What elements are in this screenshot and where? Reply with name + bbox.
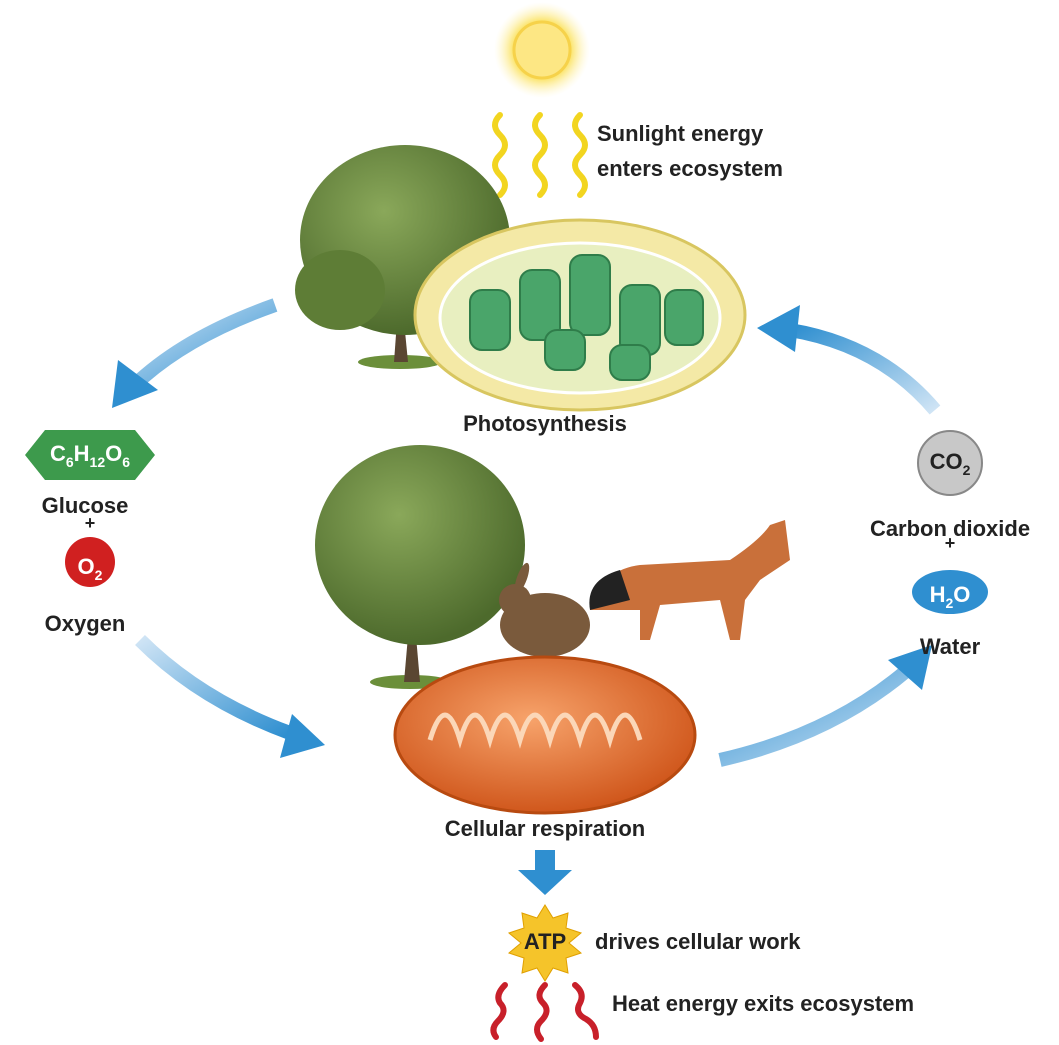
atp-text: drives cellular work [595, 929, 801, 954]
plus: + [945, 533, 956, 553]
arrow [518, 850, 572, 895]
formula-part: 2 [963, 462, 971, 478]
formula-part: H [930, 582, 946, 607]
arrow [720, 645, 932, 760]
fox [589, 520, 790, 640]
formula-part: 6 [66, 454, 74, 470]
formula-part: 6 [122, 454, 130, 470]
arrow [140, 640, 325, 758]
cellular-respiration-label: Cellular respiration [445, 816, 646, 841]
mitochondrion [395, 657, 695, 813]
tree [315, 445, 525, 689]
heat-rays [493, 985, 596, 1039]
formula-part: O [105, 441, 122, 466]
water-label: Water [920, 634, 981, 659]
heat-label: Heat energy exits ecosystem [612, 991, 914, 1016]
formula-part: 2 [945, 595, 953, 611]
light-rays [495, 115, 585, 195]
arrow [757, 305, 935, 410]
formula-part: C [50, 441, 66, 466]
diagram: Sunlight energy enters ecosystem Photosy… [0, 0, 1059, 1045]
sunlight-label: enters ecosystem [597, 156, 783, 181]
formula-part: H [74, 441, 90, 466]
arrow [112, 305, 275, 408]
chloroplast [415, 220, 745, 410]
sunlight-label: Sunlight energy [597, 121, 764, 146]
formula-part: 2 [95, 567, 103, 583]
atp-label: ATP [524, 929, 566, 954]
formula-part: O [78, 554, 95, 579]
plus: + [85, 513, 96, 533]
formula-part: 12 [90, 454, 106, 470]
sun [494, 2, 590, 98]
formula-part: O [953, 582, 970, 607]
oxygen-label: Oxygen [45, 611, 126, 636]
photosynthesis-label: Photosynthesis [463, 411, 627, 436]
formula-part: CO [930, 449, 963, 474]
